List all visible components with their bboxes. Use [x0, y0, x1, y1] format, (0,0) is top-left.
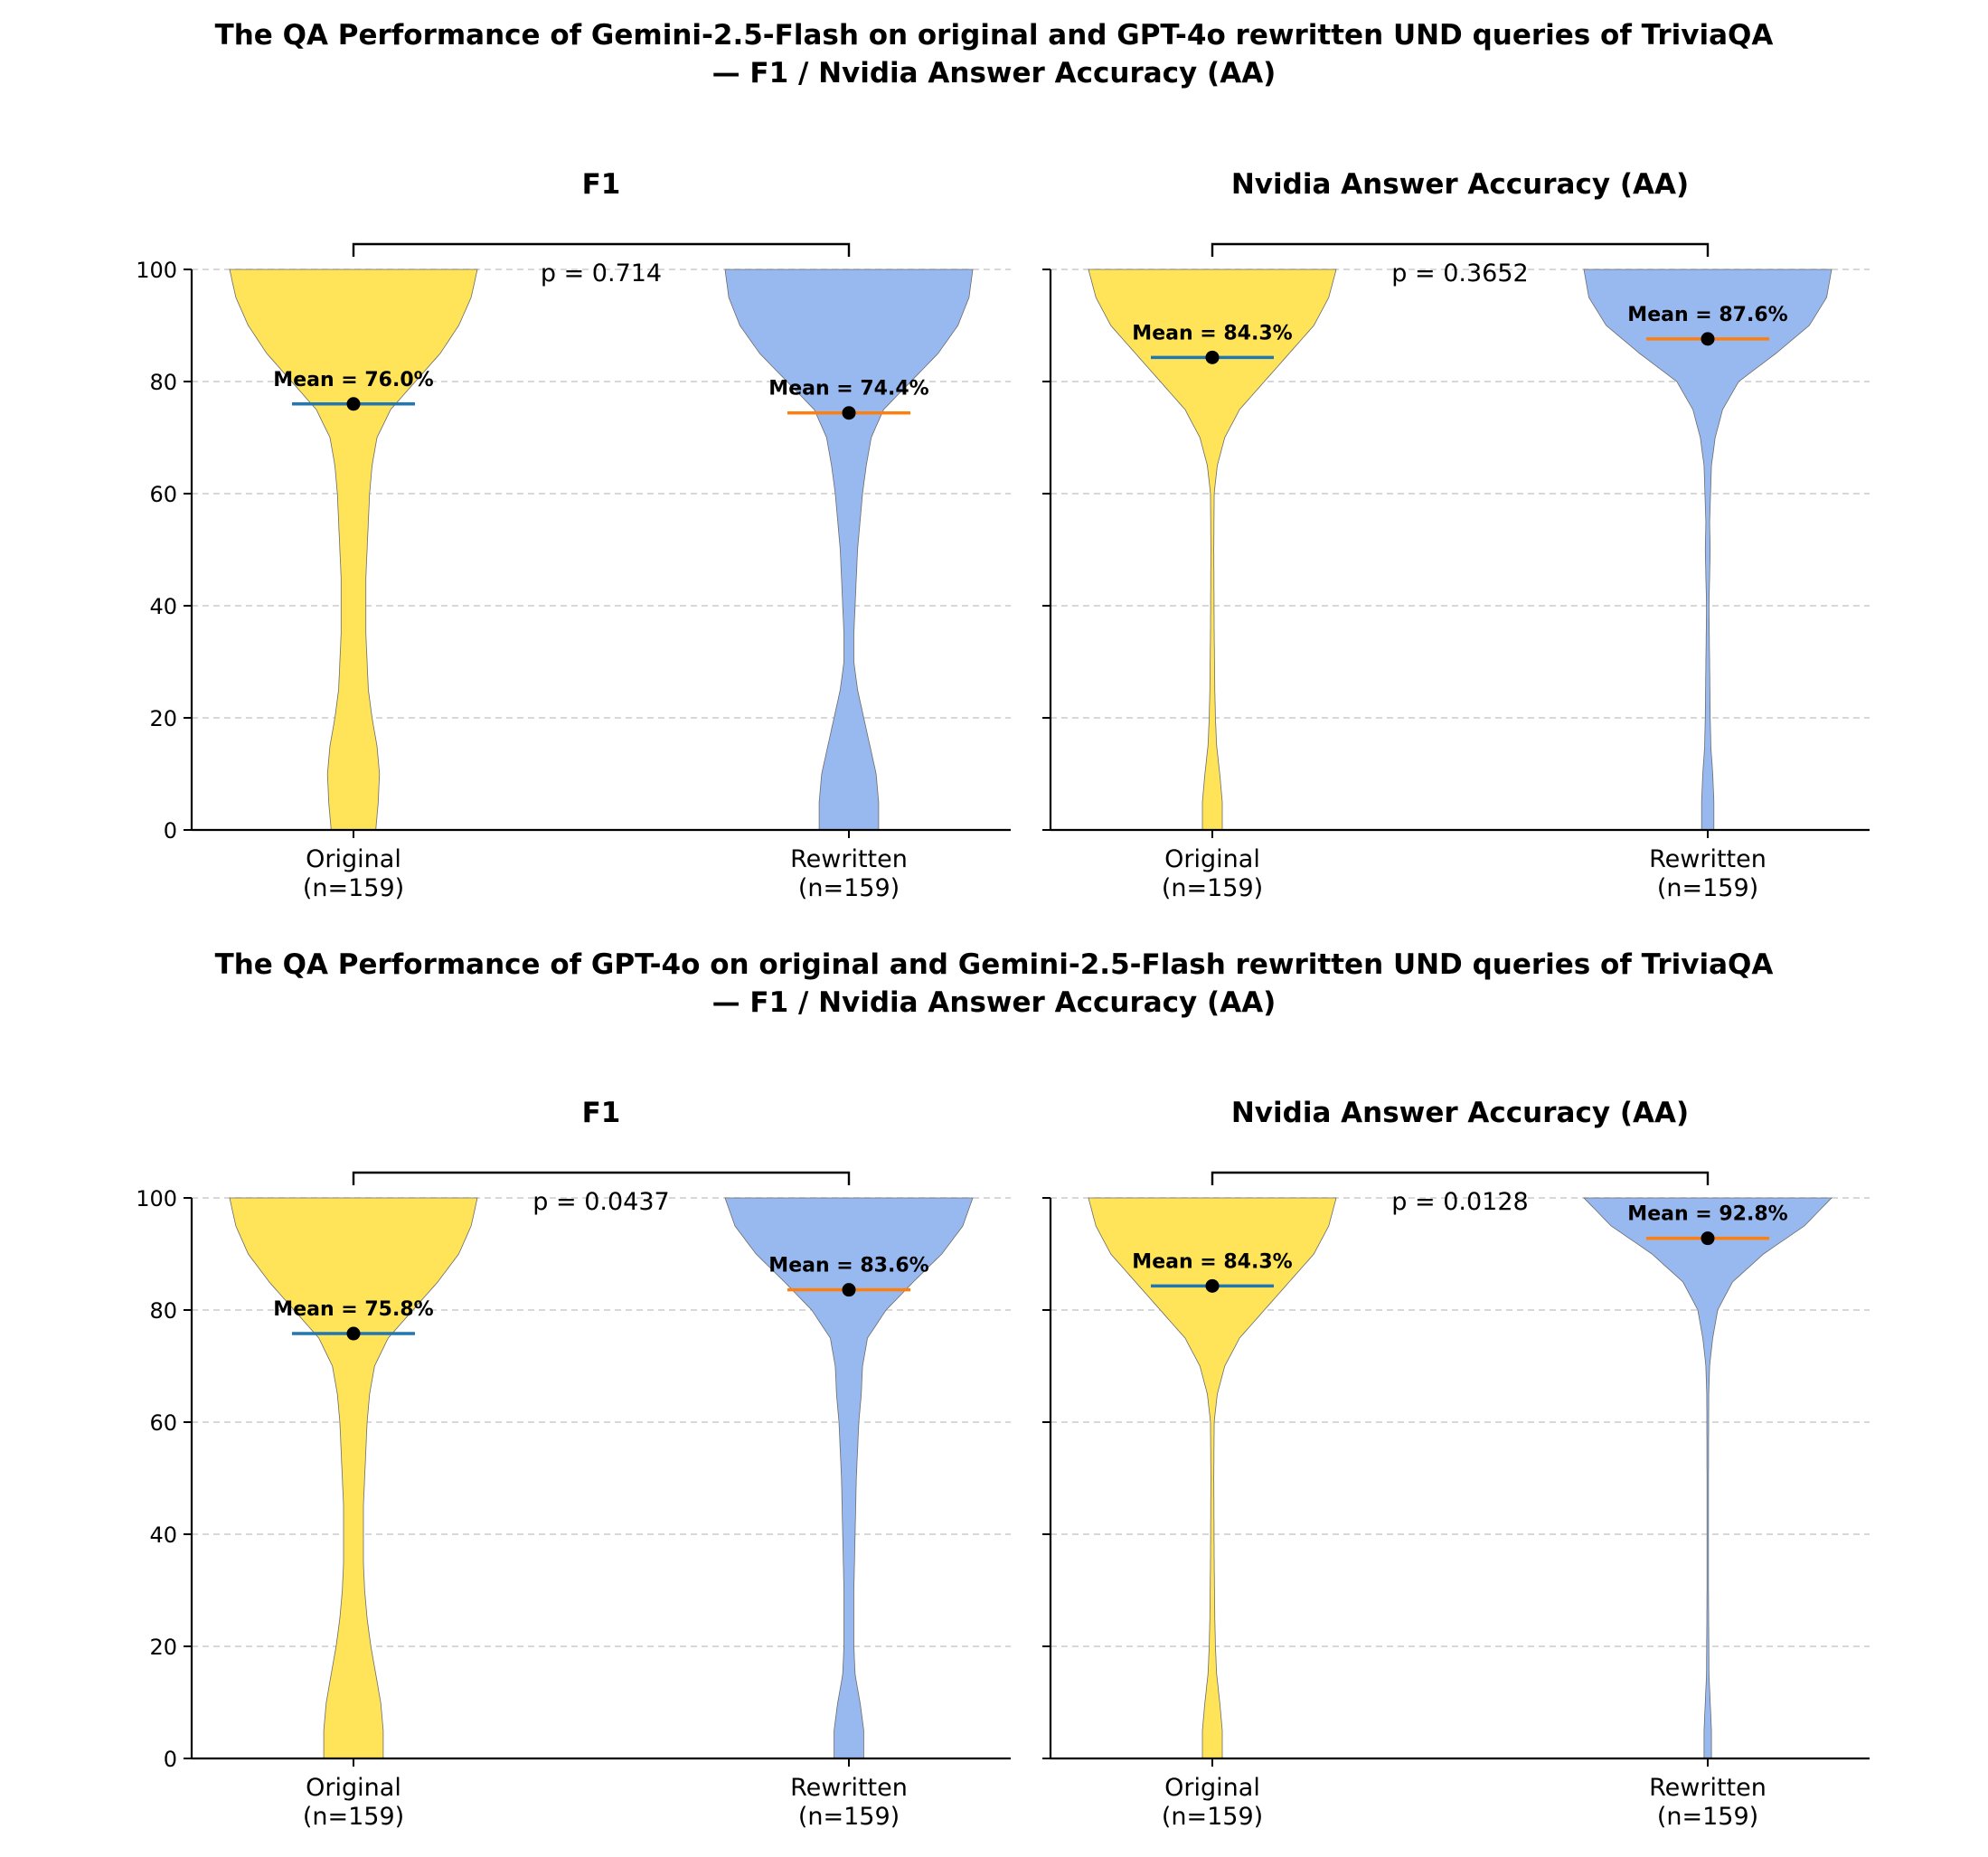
panel-1-p-value-label: p = 0.714: [541, 259, 662, 288]
panel-3-y-tick-label: 40: [149, 1522, 177, 1548]
panel-1-category-label: Rewritten: [790, 845, 908, 873]
section-title-2-line1: The QA Performance of GPT-4o on original…: [214, 948, 1774, 981]
panel-4-category-label: Original: [1164, 1774, 1260, 1802]
panel-3-title: F1: [582, 1097, 621, 1129]
section-title-2-line2: — F1 / Nvidia Answer Accuracy (AA): [711, 986, 1277, 1019]
section-title-2: The QA Performance of GPT-4o on original…: [0, 946, 1988, 1022]
panel-1-y-tick-label: 20: [149, 706, 177, 731]
panel-4-significance-bracket: [1211, 1171, 1710, 1185]
panel-2-violin-original: [1088, 269, 1337, 831]
panel-4-mean-label-original: Mean = 84.3%: [1132, 1250, 1292, 1273]
section-title-1-line1: The QA Performance of Gemini-2.5-Flash o…: [214, 19, 1774, 52]
panel-3-category-label: (n=159): [798, 1803, 900, 1831]
panel-4-mean-marker-rewritten: [1701, 1231, 1715, 1246]
panel-1-category-label: (n=159): [303, 874, 404, 902]
panel-4-mean-label-rewritten: Mean = 92.8%: [1627, 1203, 1787, 1226]
panel-1-violin-original: [229, 269, 478, 831]
panel-3-category-label: Rewritten: [790, 1774, 908, 1802]
panel-1-y-tick-label: 60: [149, 482, 177, 507]
panel-3-y-tick-label: 60: [149, 1410, 177, 1436]
panel-2-p-value-label: p = 0.3652: [1391, 259, 1528, 288]
panel-1-y-tick-label: 0: [164, 818, 177, 844]
panel-1-significance-bracket: [352, 242, 851, 257]
panel-2-category-label: (n=159): [1657, 874, 1758, 902]
panel-4-title: Nvidia Answer Accuracy (AA): [1231, 1097, 1689, 1129]
panel-2-significance-bracket: [1211, 242, 1710, 257]
panel-4-mean-marker-original: [1205, 1278, 1220, 1293]
panel-3-mean-marker-original: [346, 1326, 361, 1341]
panel-1-category-label: (n=159): [798, 874, 900, 902]
panel-3-y-tick-label: 0: [164, 1747, 177, 1772]
panel-4-category-label: (n=159): [1657, 1803, 1758, 1831]
panel-1-violin-rewritten: [724, 269, 974, 831]
panel-3-y-tick-label: 80: [149, 1298, 177, 1324]
panel-3-violin-original: [229, 1197, 478, 1759]
panel-3-mean-marker-rewritten: [842, 1283, 856, 1297]
panel-3-violin-rewritten: [724, 1197, 974, 1759]
panel-3-significance-bracket: [352, 1171, 851, 1185]
panel-4-violin-original: [1088, 1197, 1337, 1759]
panel-3-y-tick-label: 100: [136, 1186, 177, 1211]
section-title-1-line2: — F1 / Nvidia Answer Accuracy (AA): [711, 57, 1277, 90]
panel-4-category-label: (n=159): [1162, 1803, 1263, 1831]
panel-2-category-label: Original: [1164, 845, 1260, 873]
panel-1-mean-marker-rewritten: [842, 406, 856, 420]
panel-4-category-label: Rewritten: [1649, 1774, 1767, 1802]
panel-2-violin-rewritten: [1583, 269, 1833, 831]
panel-1-mean-label-original: Mean = 76.0%: [273, 369, 433, 391]
panel-3-mean-label-rewritten: Mean = 83.6%: [768, 1255, 928, 1277]
panel-3-category-label: Original: [306, 1774, 401, 1802]
panel-1-y-tick-label: 80: [149, 370, 177, 395]
panel-1-mean-label-rewritten: Mean = 74.4%: [768, 378, 928, 401]
section-title-1: The QA Performance of Gemini-2.5-Flash o…: [0, 16, 1988, 92]
panel-4-violin-rewritten: [1583, 1197, 1833, 1759]
panel-2-mean-label-rewritten: Mean = 87.6%: [1627, 304, 1787, 326]
panel-1-y-tick-label: 100: [136, 258, 177, 283]
panel-2-mean-label-original: Mean = 84.3%: [1132, 322, 1292, 344]
panel-1-y-tick-label: 40: [149, 594, 177, 619]
panel-3-category-label: (n=159): [303, 1803, 404, 1831]
panel-1-mean-marker-original: [346, 397, 361, 411]
panel-1-category-label: Original: [306, 845, 401, 873]
panel-4-p-value-label: p = 0.0128: [1391, 1188, 1528, 1216]
panel-3-mean-label-original: Mean = 75.8%: [273, 1298, 433, 1321]
panel-2-title: Nvidia Answer Accuracy (AA): [1231, 168, 1689, 201]
panel-2-category-label: (n=159): [1162, 874, 1263, 902]
panel-2-category-label: Rewritten: [1649, 845, 1767, 873]
panel-3-p-value-label: p = 0.0437: [532, 1188, 669, 1216]
panel-3-y-tick-label: 20: [149, 1635, 177, 1660]
panel-1-title: F1: [582, 168, 621, 201]
panel-2-mean-marker-rewritten: [1701, 332, 1715, 346]
panel-2-mean-marker-original: [1205, 350, 1220, 364]
